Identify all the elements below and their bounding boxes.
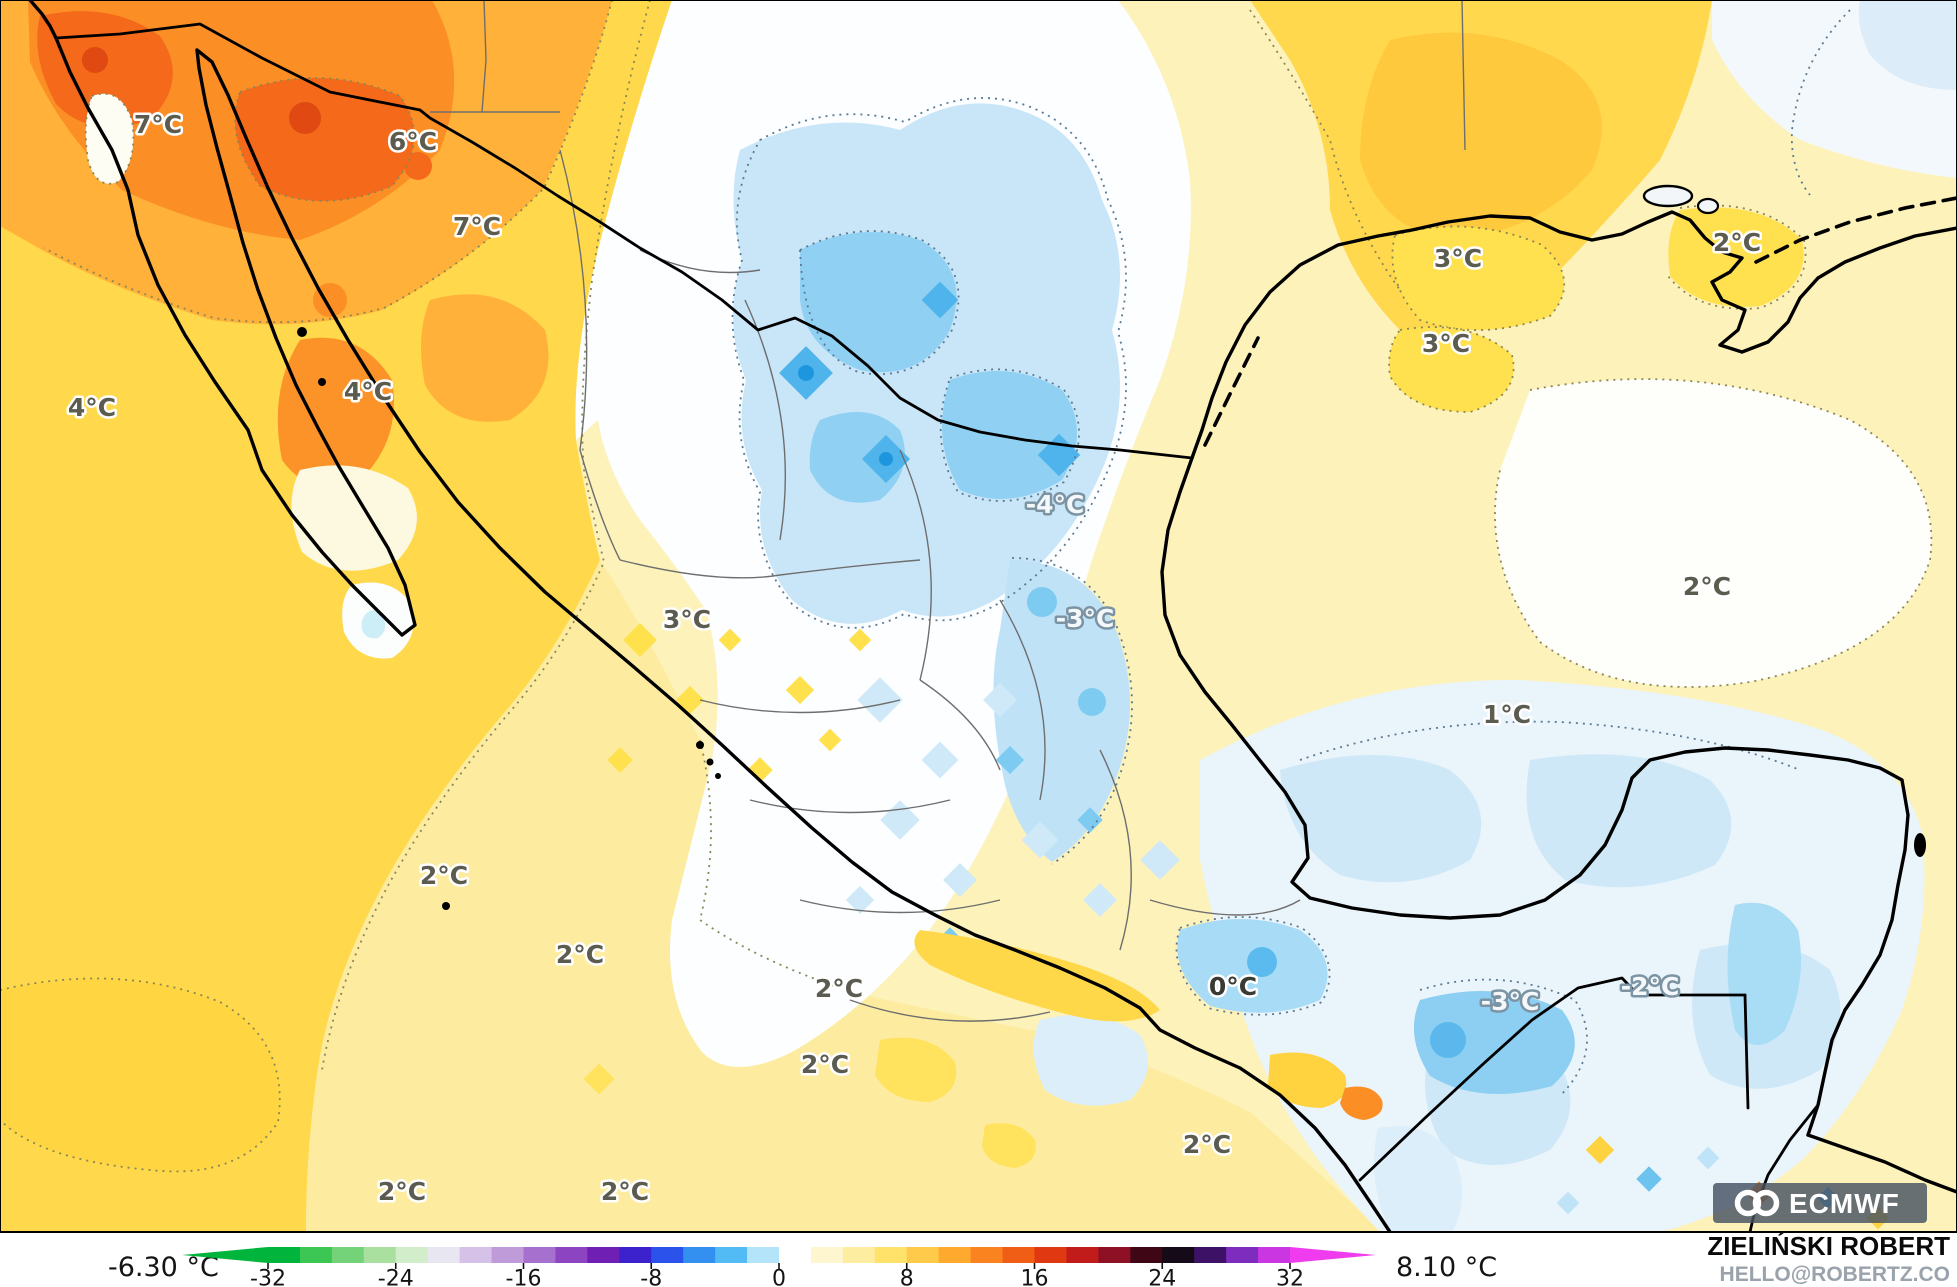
map-temperature-label: 3°C — [663, 605, 711, 634]
colorbar-cell — [779, 1247, 812, 1263]
map-temperature-label: 2°C — [601, 1177, 649, 1206]
colorbar-cell — [874, 1247, 908, 1263]
contour-lines — [43, 0, 1807, 1071]
colorbar-cell — [683, 1247, 716, 1263]
map-temperature-label: 4°C — [344, 377, 392, 406]
map-temperature-label: 2°C — [815, 974, 863, 1003]
author-credit: ZIELIŃSKI ROBERT — [1707, 1231, 1950, 1261]
map-temperature-label: 2°C — [556, 940, 604, 969]
colorbar-cell — [268, 1247, 301, 1263]
state-borders — [430, 0, 1466, 1022]
colorbar-cell — [1162, 1247, 1195, 1263]
colorbar-right-arrow — [1290, 1247, 1376, 1263]
map-temperature-label: 7°C — [453, 212, 501, 241]
legend-min-value: -6.30 °C — [108, 1252, 219, 1283]
ecmwf-logo-icon — [1734, 1189, 1780, 1217]
colorbar-cell — [331, 1247, 365, 1263]
colorbar-tick-label: -16 — [506, 1267, 542, 1287]
map-temperature-label: 2°C — [1183, 1130, 1231, 1159]
ecmwf-watermark: ECMWF — [1713, 1183, 1927, 1223]
colorbar-cell — [491, 1247, 525, 1263]
colorbar-cell — [1002, 1247, 1036, 1263]
colorbar-cell — [842, 1247, 876, 1263]
map-temperature-label: -2°C — [1621, 972, 1680, 1001]
colorbar-cell — [587, 1247, 620, 1263]
colorbar-cell — [810, 1247, 844, 1263]
colorbar-tick-label: 0 — [772, 1267, 786, 1287]
map-temperature-label: 3°C — [1422, 329, 1470, 358]
colorbar-cell — [395, 1247, 429, 1263]
colorbar-cell — [1034, 1247, 1068, 1263]
map-frame — [0, 0, 1957, 1233]
colorbar-tick-label: 8 — [900, 1267, 914, 1287]
colorbar-tick-label: -8 — [640, 1267, 662, 1287]
colorbar — [268, 1247, 1291, 1263]
country-borders — [54, 22, 1820, 1234]
map-temperature-label: 2°C — [1683, 572, 1731, 601]
temperature-labels: 7°C 6°C 7°C 4°C 4°C 3°C 3°C 3°C 2°C 2°C 1°C 2°C 2°C 2… — [65, 108, 1763, 1209]
colorbar-tick-label: 32 — [1276, 1267, 1304, 1287]
colorbar-cell — [427, 1247, 461, 1263]
legend: -6.30 °C -32 -24 -16 -8 0 8 16 24 32 8.10 °C ZIE… — [0, 1231, 1957, 1287]
colorbar-cell — [1258, 1247, 1291, 1263]
colorbar-cell — [938, 1247, 972, 1263]
map-temperature-label: -3°C — [1481, 987, 1540, 1016]
colorbar-cell — [715, 1247, 748, 1263]
map-temperature-label: 2°C — [1713, 228, 1761, 257]
map-temperature-label: 2°C — [420, 861, 468, 890]
colorbar-cell — [1130, 1247, 1163, 1263]
map-temperature-label: 3°C — [1434, 244, 1482, 273]
colorbar-cell — [1226, 1247, 1259, 1263]
map-temperature-label: -4°C — [1026, 490, 1085, 519]
colorbar-tick-label: 24 — [1148, 1267, 1176, 1287]
colorbar-cell — [459, 1247, 493, 1263]
colorbar-cell — [523, 1247, 557, 1263]
colorbar-cell — [747, 1247, 780, 1263]
colorbar-cell — [651, 1247, 684, 1263]
map-temperature-label: 2°C — [801, 1050, 849, 1079]
map-temperature-label: 6°C — [389, 127, 437, 156]
map-temperature-label: 2°C — [378, 1177, 426, 1206]
map-temperature-label: 4°C — [68, 393, 116, 422]
coastlines — [28, 0, 1957, 1234]
colorbar-cell — [555, 1247, 588, 1263]
colorbar-cell — [1194, 1247, 1227, 1263]
colorbar-cell — [1098, 1247, 1131, 1263]
legend-max-value: 8.10 °C — [1396, 1252, 1497, 1283]
author-contact: HELLO@ROBERTZ.CO — [1720, 1263, 1950, 1286]
colorbar-tick-label: -24 — [378, 1267, 414, 1287]
colorbar-left-arrow — [182, 1247, 268, 1263]
colorbar-ticks: -32 -24 -16 -8 0 8 16 24 32 — [250, 1263, 1304, 1287]
anomaly-fields — [0, 0, 1957, 1232]
map-temperature-label: -3°C — [1056, 604, 1115, 633]
map-temperature-label: 7°C — [134, 110, 182, 139]
colorbar-cell — [619, 1247, 652, 1263]
map-temperature-label: 0°C — [1209, 972, 1257, 1001]
colorbar-cell — [363, 1247, 397, 1263]
colorbar-cell — [1066, 1247, 1099, 1263]
colorbar-cell — [906, 1247, 940, 1263]
map-temperature-label: 1°C — [1483, 700, 1531, 729]
ecmwf-logo-text: ECMWF — [1789, 1188, 1900, 1219]
colorbar-cell — [970, 1247, 1004, 1263]
colorbar-tick-label: 16 — [1021, 1267, 1049, 1287]
colorbar-cell — [299, 1247, 333, 1263]
colorbar-tick-label: -32 — [250, 1267, 286, 1287]
